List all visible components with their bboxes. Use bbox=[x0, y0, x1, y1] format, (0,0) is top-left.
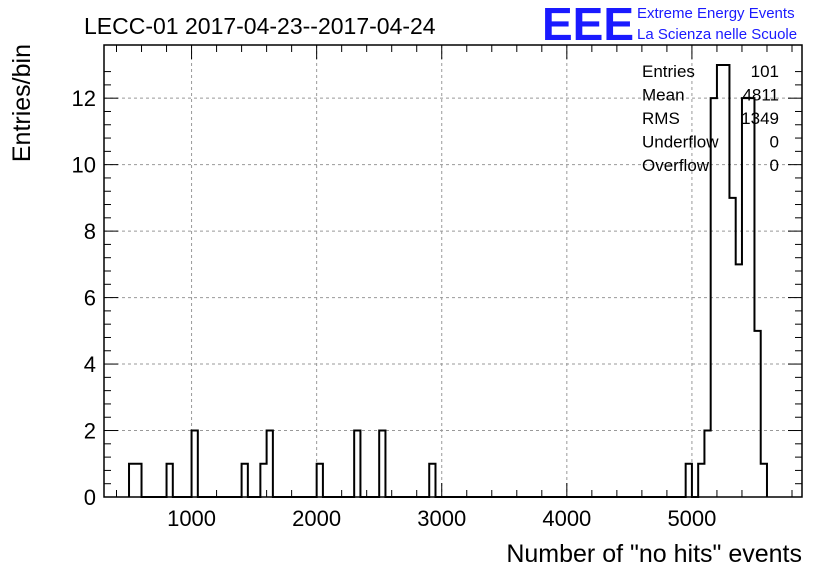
y-tick-labels: 0 2 4 6 8 10 12 bbox=[72, 86, 96, 510]
y-tick-label: 4 bbox=[84, 352, 96, 377]
logo-line1: Extreme Energy Events bbox=[637, 5, 795, 22]
grid-lines bbox=[104, 45, 802, 497]
logo-mark: EEE bbox=[542, 0, 634, 50]
x-tick-label: 4000 bbox=[542, 506, 591, 531]
histogram-outline bbox=[128, 63, 768, 498]
y-tick-label: 2 bbox=[84, 419, 96, 444]
stat-label: Entries bbox=[642, 62, 695, 81]
x-tick-label: 2000 bbox=[292, 506, 341, 531]
stat-label: Overflow bbox=[642, 156, 710, 175]
logo-line2: La Scienza nelle Scuole bbox=[637, 26, 797, 43]
stat-value: 1349 bbox=[741, 109, 779, 128]
histogram-bin bbox=[733, 264, 739, 497]
axes bbox=[103, 44, 803, 498]
stat-label: Underflow bbox=[642, 133, 719, 152]
plot-frame bbox=[103, 44, 803, 498]
stats-box: Entries 101 Mean 4811 RMS 1349 Underflow 0 Overf… bbox=[642, 62, 779, 175]
stat-label: Mean bbox=[642, 86, 685, 105]
stat-value: 4811 bbox=[742, 86, 779, 105]
stat-value: 0 bbox=[770, 156, 779, 175]
x-tick-labels: 1000 2000 3000 4000 5000 bbox=[167, 506, 716, 531]
histogram-bin bbox=[758, 464, 764, 497]
histogram-bin bbox=[751, 331, 757, 497]
chart-title: LECC-01 2017-04-23--2017-04-24 bbox=[84, 13, 436, 39]
x-tick-label: 3000 bbox=[417, 506, 466, 531]
histogram-bin bbox=[726, 198, 732, 497]
eee-logo: EEE Extreme Energy Events La Scienza nel… bbox=[542, 0, 797, 50]
x-tick-label: 5000 bbox=[667, 506, 716, 531]
x-tick-label: 1000 bbox=[167, 506, 216, 531]
x-axis-label: Number of "no hits" events bbox=[506, 540, 802, 568]
y-axis-label: Entries/bin bbox=[8, 44, 36, 162]
histogram-bin bbox=[720, 65, 726, 497]
stat-value: 0 bbox=[770, 133, 779, 152]
y-tick-label: 8 bbox=[84, 219, 96, 244]
histogram-bars bbox=[128, 63, 768, 498]
stat-value: 101 bbox=[751, 62, 779, 81]
y-tick-label: 0 bbox=[84, 485, 96, 510]
y-tick-label: 6 bbox=[84, 286, 96, 311]
histogram-bin bbox=[714, 65, 720, 497]
y-tick-label: 12 bbox=[72, 86, 96, 111]
stat-label: RMS bbox=[642, 109, 680, 128]
y-tick-label: 10 bbox=[72, 153, 96, 178]
